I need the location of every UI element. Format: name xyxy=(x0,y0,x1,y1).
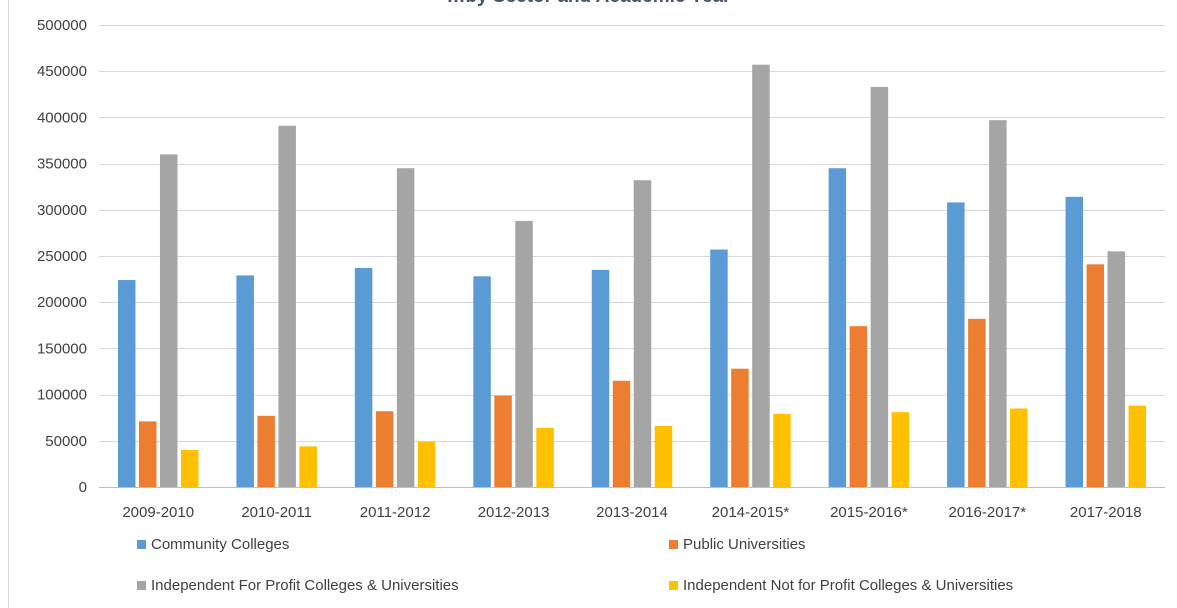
y-tick-label: 50000 xyxy=(45,433,87,450)
bar xyxy=(1086,264,1105,487)
bar xyxy=(752,64,770,488)
bar xyxy=(591,269,610,487)
bar xyxy=(299,446,317,487)
y-tick-label: 500000 xyxy=(37,17,87,34)
x-tick-label: 2017-2018 xyxy=(1070,504,1142,521)
bars xyxy=(117,64,1147,488)
bar xyxy=(654,426,673,487)
x-axis-tick-labels: 2009-2010 2010-2011 2011-2012 2012-2013 2013… xyxy=(122,504,1141,521)
bar xyxy=(117,280,136,487)
bar xyxy=(1010,408,1028,487)
gridlines xyxy=(99,25,1165,488)
y-axis-tick-labels: 0 50000 100000 150000 200000 250000 300000 3500… xyxy=(37,17,87,496)
x-tick-label: 2010-2011 xyxy=(241,504,312,521)
x-tick-label: 2011-2012 xyxy=(360,504,431,521)
y-tick-label: 300000 xyxy=(37,202,87,219)
bar xyxy=(473,276,491,487)
y-tick-label: 150000 xyxy=(37,340,87,357)
bar xyxy=(1128,405,1147,487)
bar xyxy=(138,421,157,487)
x-tick-label: 2012-2013 xyxy=(478,504,550,521)
bar xyxy=(396,168,415,487)
bar xyxy=(354,268,373,487)
x-tick-label: 2009-2010 xyxy=(122,504,194,521)
bar xyxy=(159,154,178,488)
bar xyxy=(633,180,652,487)
bar xyxy=(891,412,910,487)
bar xyxy=(278,125,296,487)
y-tick-label: 200000 xyxy=(37,294,87,311)
x-tick-label: 2013-2014 xyxy=(596,504,668,521)
bar xyxy=(257,415,275,487)
bar xyxy=(612,380,631,487)
bar xyxy=(515,220,533,487)
chart-frame-edge xyxy=(8,0,9,608)
bar xyxy=(1065,196,1084,487)
bar xyxy=(536,427,554,487)
y-tick-label: 450000 xyxy=(37,63,87,80)
bar xyxy=(731,368,749,487)
bar xyxy=(773,414,791,487)
y-tick-label: 350000 xyxy=(37,156,87,173)
y-tick-label: 250000 xyxy=(37,248,87,265)
bar xyxy=(870,86,889,488)
bar xyxy=(989,120,1007,487)
bar xyxy=(180,450,199,487)
x-tick-label: 2015-2016* xyxy=(830,504,908,521)
bar xyxy=(236,275,254,487)
bar xyxy=(375,411,394,487)
y-tick-label: 0 xyxy=(79,479,87,496)
bar xyxy=(710,249,728,487)
bar xyxy=(417,441,436,487)
bar xyxy=(828,168,847,487)
y-tick-label: 100000 xyxy=(37,387,87,404)
bar xyxy=(494,395,512,487)
y-tick-label: 400000 xyxy=(37,109,87,126)
bar xyxy=(968,318,986,487)
x-tick-label: 2016-2017* xyxy=(949,504,1027,521)
bar xyxy=(849,326,868,487)
bar xyxy=(947,202,965,487)
chart-title: …by Sector and Academic Year xyxy=(0,0,1177,8)
x-tick-label: 2014-2015* xyxy=(712,504,790,521)
bar xyxy=(1107,251,1126,487)
